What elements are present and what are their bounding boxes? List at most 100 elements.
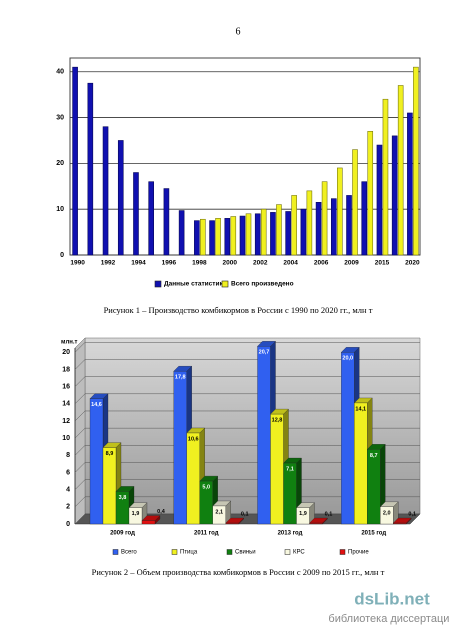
- value-label: 7,1: [286, 466, 294, 472]
- side-grid-line: [74, 376, 86, 387]
- value-label: 0,1: [408, 512, 416, 518]
- bar: [285, 211, 291, 256]
- bar: [407, 112, 413, 256]
- x-tick-label: 2013 год: [278, 531, 303, 537]
- x-tick-label: 2015: [375, 260, 390, 267]
- bar: [245, 213, 252, 256]
- legend-label: Птица: [180, 550, 198, 556]
- y-tick-label: 8: [66, 452, 70, 459]
- side-grid-line: [74, 445, 86, 456]
- bar: [337, 167, 343, 256]
- value-label: 14,1: [355, 406, 366, 412]
- y-tick-label: 10: [56, 206, 64, 213]
- y-tick-label: 40: [56, 69, 64, 76]
- x-tick-label: 2004: [283, 260, 298, 267]
- value-label: 2,0: [383, 510, 391, 516]
- value-label: 3,8: [119, 495, 127, 501]
- x-tick-label: 2009: [344, 260, 359, 267]
- legend-label: Данные статистики: [164, 281, 227, 288]
- bar: [260, 208, 267, 256]
- bar: [270, 212, 276, 256]
- legend-label: Свиньи: [235, 550, 256, 556]
- bar: [186, 432, 200, 525]
- legend-label: Прочие: [348, 550, 369, 556]
- x-tick-label: 1998: [192, 260, 207, 267]
- side-grid-line: [74, 513, 86, 525]
- watermark-tagline: библиотека диссертаций: [328, 613, 450, 625]
- y-tick-label: 12: [62, 418, 70, 425]
- x-tick-label: 2020: [405, 260, 420, 267]
- bar: [291, 195, 297, 256]
- side-grid-line: [74, 410, 86, 422]
- bar: [367, 131, 374, 256]
- bar: [309, 522, 323, 525]
- y-tick-label: 0: [66, 521, 70, 528]
- side-grid-line: [74, 393, 86, 404]
- bar: [199, 480, 213, 525]
- bar: [178, 210, 185, 256]
- bar: [257, 346, 271, 525]
- x-tick-label: 1990: [70, 260, 85, 267]
- bar: [283, 462, 297, 525]
- value-label: 0,4: [157, 509, 166, 515]
- bar: [346, 195, 352, 256]
- value-label: 1,9: [299, 511, 307, 517]
- y-tick-label: 14: [62, 401, 70, 408]
- watermark-site: dsLib.net: [354, 589, 430, 608]
- side-grid-line: [74, 479, 86, 490]
- value-label: 0,1: [325, 512, 333, 518]
- bar: [87, 82, 94, 256]
- bar: [209, 220, 215, 256]
- x-tick-label: 2009 год: [110, 531, 135, 537]
- y-tick-label: 10: [62, 435, 70, 442]
- legend-label: Всего произведено: [231, 281, 294, 288]
- y-tick-label: 2: [66, 504, 70, 511]
- side-grid-line: [74, 462, 86, 473]
- legend-swatch: [154, 280, 162, 288]
- bar: [225, 522, 239, 525]
- x-tick-label: 2000: [223, 260, 238, 267]
- bar: [352, 149, 358, 256]
- x-tick-label: 2011 год: [194, 531, 219, 537]
- legend-label: КРС: [293, 550, 305, 556]
- bar: [215, 218, 221, 256]
- bar: [380, 506, 394, 525]
- bar: [239, 215, 246, 256]
- bar: [102, 447, 117, 525]
- bar: [148, 181, 154, 256]
- bar: [270, 413, 284, 525]
- legend-swatch: [284, 549, 291, 555]
- y-tick-label: 6: [66, 469, 70, 476]
- side-grid-line: [74, 427, 86, 439]
- legend-swatch: [171, 549, 178, 555]
- value-label: 10,6: [188, 436, 199, 442]
- y-tick-label: 16: [62, 383, 70, 390]
- x-tick-label: 1992: [101, 260, 116, 267]
- bar: [354, 402, 368, 525]
- bar: [163, 188, 170, 256]
- bar: [393, 522, 407, 525]
- value-label: 12,8: [272, 418, 283, 424]
- bar: [212, 505, 226, 525]
- x-tick-label: 1996: [162, 260, 177, 267]
- side-wall: [74, 337, 86, 525]
- y-tick-label: 18: [62, 366, 70, 373]
- bar: [306, 190, 313, 256]
- bar: [296, 507, 310, 525]
- y-tick-label: 20: [62, 349, 70, 356]
- x-tick-label: 2002: [253, 260, 268, 267]
- y-tick-label: 0: [60, 252, 64, 259]
- legend-swatch: [339, 549, 346, 555]
- y-tick-label: 4: [66, 487, 70, 494]
- bar: [382, 98, 389, 256]
- bar: [341, 352, 355, 525]
- legend-swatch: [226, 549, 233, 555]
- value-label: 14,6: [91, 402, 102, 408]
- bar: [315, 202, 322, 256]
- bar: [276, 204, 282, 256]
- x-tick-label: 2006: [314, 260, 329, 267]
- bar: [194, 220, 200, 256]
- y-tick-label: 20: [56, 160, 64, 167]
- bar: [300, 208, 307, 256]
